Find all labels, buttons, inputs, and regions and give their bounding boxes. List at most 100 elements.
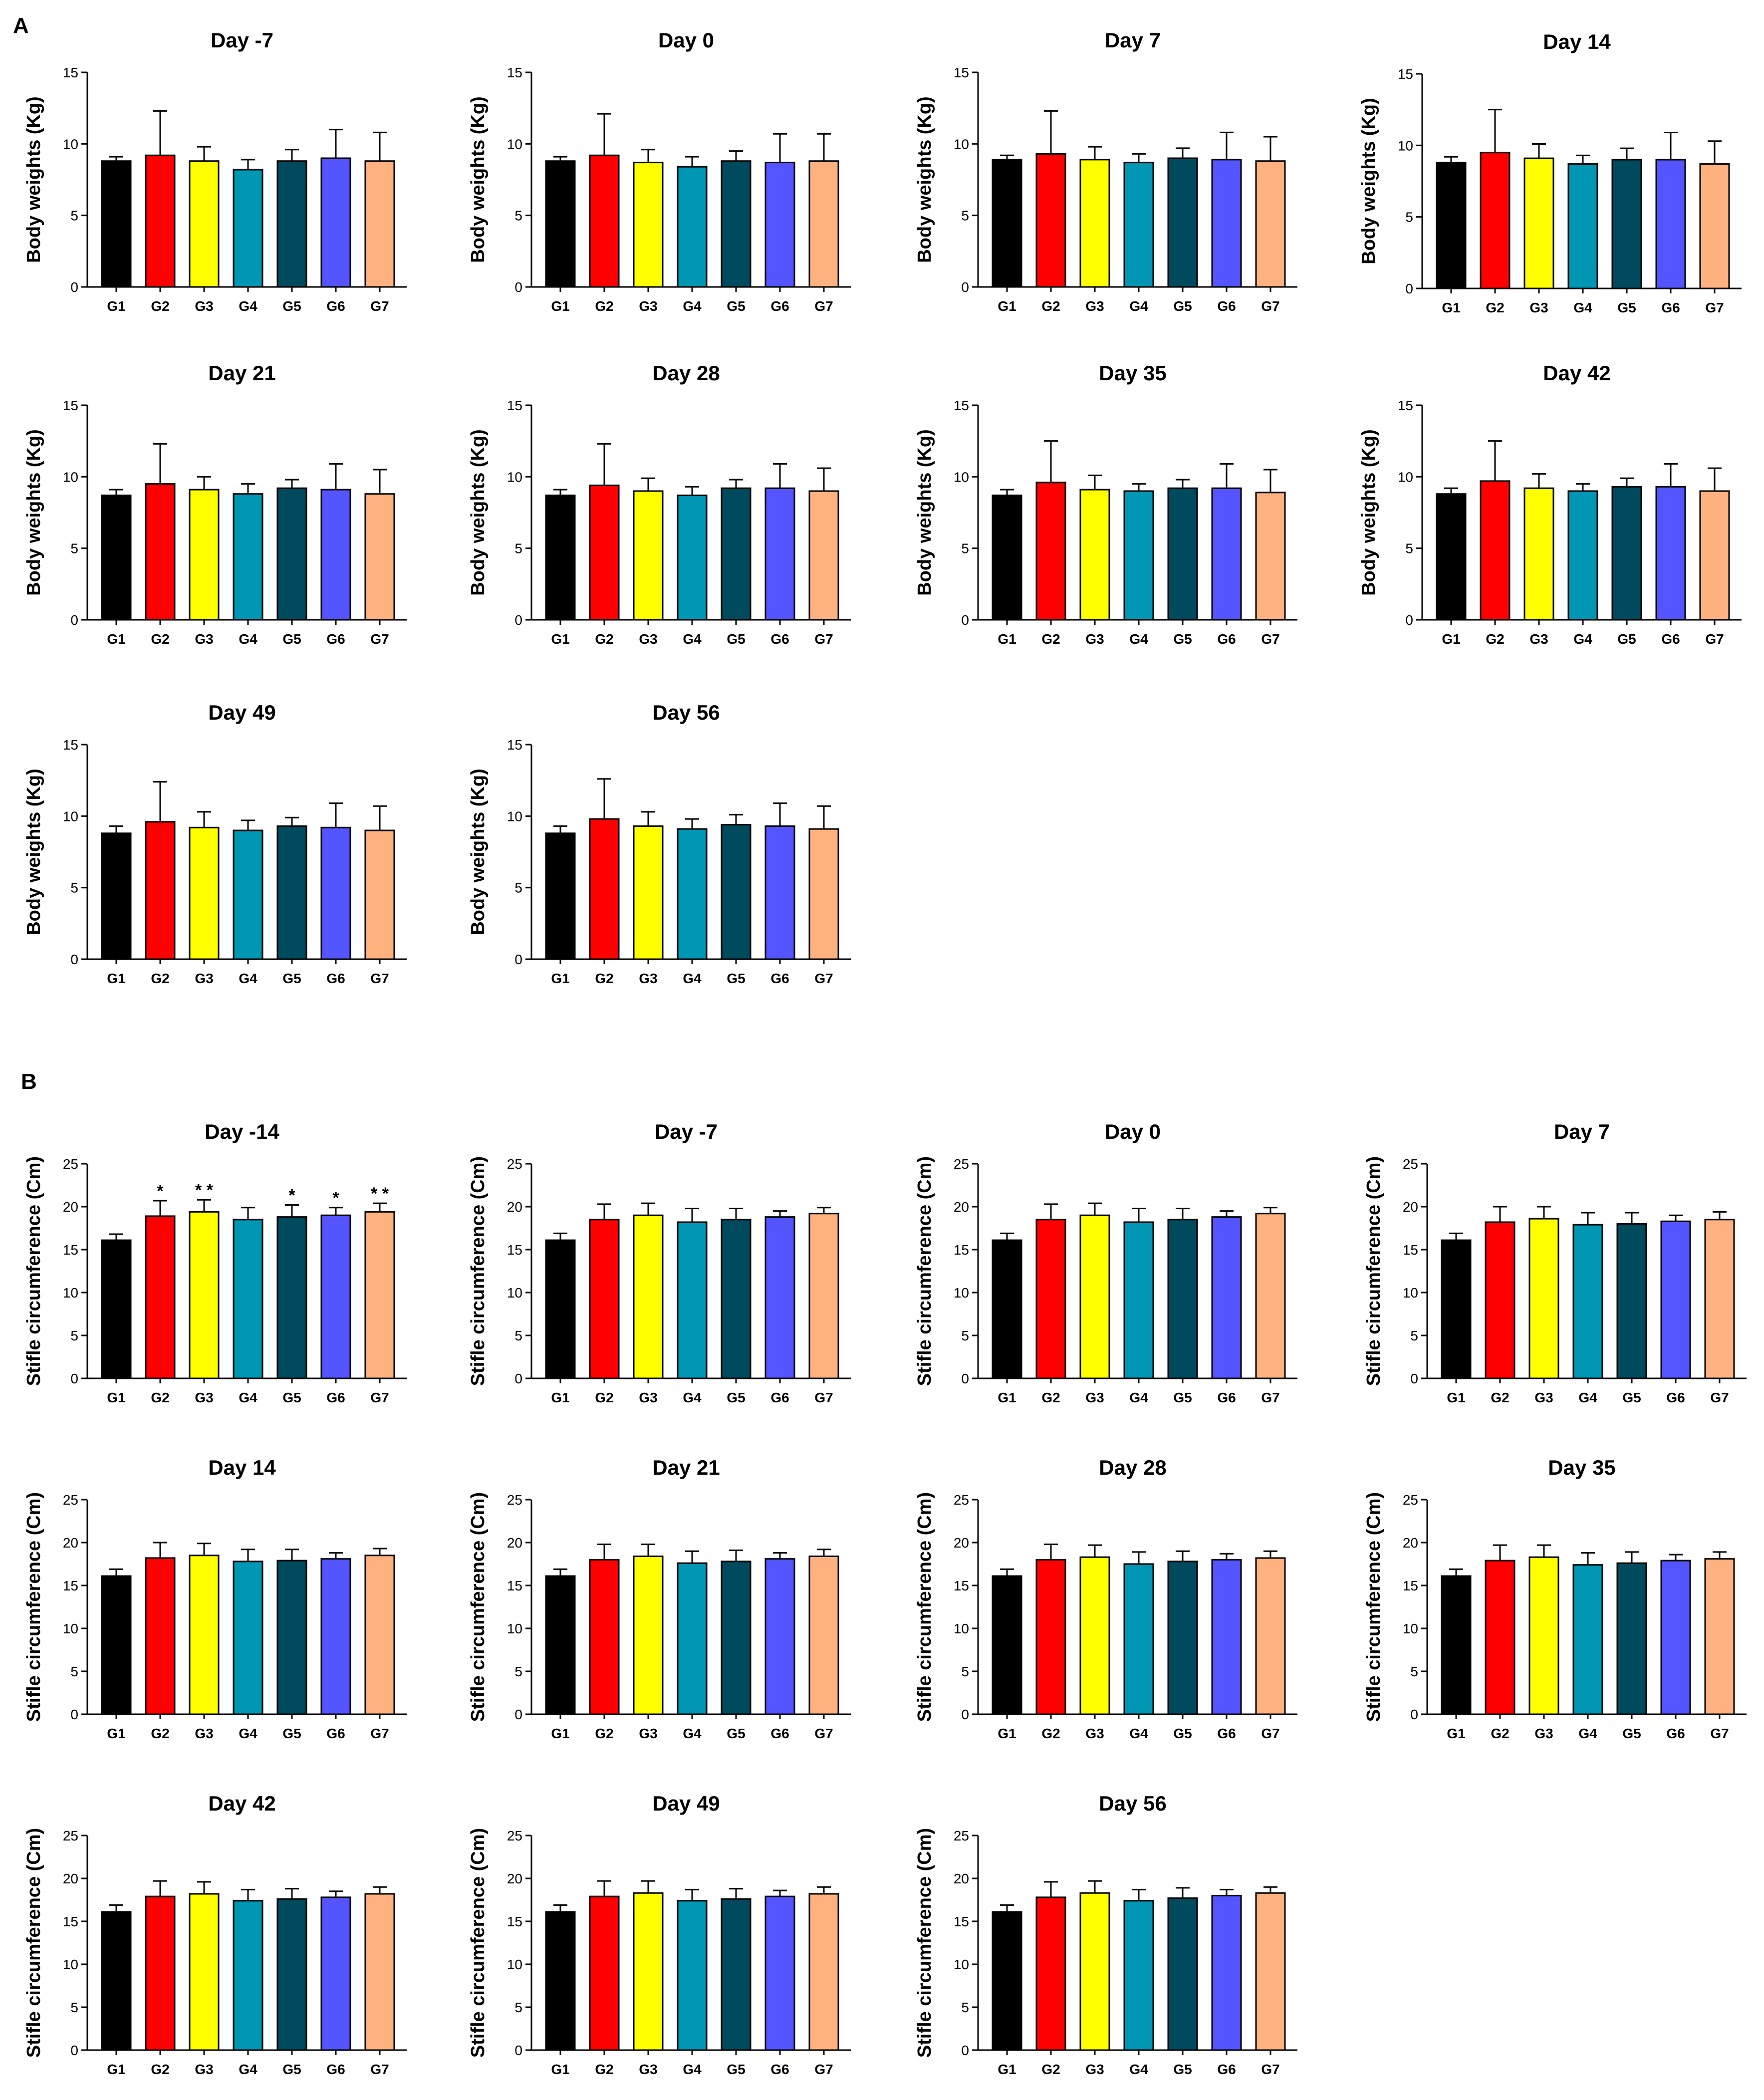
x-tick-label: G3 [639, 971, 657, 986]
bar-g6 [1211, 487, 1242, 621]
y-tick-label: 0 [961, 2043, 969, 2058]
x-tick-label: G3 [639, 631, 657, 647]
y-tick-label: 20 [507, 1871, 522, 1886]
x-tick-label: G4 [1573, 631, 1592, 647]
x-tick-label: G6 [326, 298, 345, 314]
bar-g1 [992, 1239, 1022, 1379]
x-tick-label: G7 [1710, 1390, 1729, 1405]
bar-g2 [1035, 1219, 1066, 1379]
x-tick-label: G4 [1129, 631, 1148, 647]
y-tick-label: 10 [1403, 1621, 1418, 1636]
bar-g1 [101, 1575, 132, 1715]
bar-g5 [721, 1219, 752, 1379]
y-tick-label: 0 [514, 952, 522, 967]
y-tick-label: 5 [514, 880, 522, 896]
x-tick-label: G5 [282, 971, 301, 986]
bar-g6 [1655, 159, 1686, 289]
y-tick-label: 20 [1403, 1535, 1418, 1551]
bar-g7 [808, 160, 839, 288]
y-tick-label: 15 [1398, 66, 1413, 82]
y-axis-label: Body weights (Kg) [468, 769, 489, 935]
bar-g4 [1123, 1221, 1154, 1379]
y-tick-label: 10 [507, 1957, 522, 1972]
y-tick-label: 5 [514, 541, 522, 556]
y-tick-label: 10 [954, 1621, 969, 1636]
bar-g5 [1167, 157, 1198, 288]
bar-g6 [764, 825, 795, 960]
y-tick-label: 15 [507, 1242, 522, 1258]
bar-g6 [1660, 1560, 1691, 1715]
x-tick-label: G6 [326, 631, 345, 647]
x-tick-label: G3 [1085, 2062, 1104, 2077]
x-tick-label: G6 [1217, 631, 1236, 647]
chart-title: Day 7 [1554, 1120, 1610, 1143]
x-tick-label: G4 [239, 1390, 257, 1405]
bar-g4 [677, 166, 708, 288]
bar-g1 [545, 160, 576, 288]
bar-g1 [545, 495, 576, 621]
y-tick-label: 0 [514, 612, 522, 628]
chart-1: Day 0 Body weights (Kg) 0 5 10 15 G1 G2 G3 G4 G5 G6… [468, 28, 851, 314]
y-tick-label: 15 [63, 737, 78, 753]
x-tick-label: G3 [195, 631, 213, 647]
bar-g2 [1480, 480, 1511, 621]
y-tick-label: 5 [514, 1328, 522, 1343]
x-tick-label: G4 [683, 1390, 702, 1405]
x-tick-label: G7 [370, 2062, 389, 2077]
bar-g6 [1211, 1216, 1242, 1379]
bar-g3 [189, 826, 220, 960]
y-axis-label: Stifle circumference (Cm) [1363, 1492, 1384, 1722]
y-tick-label: 0 [514, 2043, 522, 2058]
bar-g7 [808, 1556, 839, 1715]
significance-marker: * [288, 1186, 295, 1205]
x-tick-label: G6 [770, 631, 789, 647]
bar-g3 [189, 489, 220, 621]
x-tick-label: G2 [595, 298, 613, 314]
bar-g2 [589, 1219, 620, 1379]
y-axis-label: Stifle circumference (Cm) [914, 1156, 935, 1386]
y-tick-label: 5 [961, 1328, 969, 1343]
y-tick-label: 5 [961, 208, 969, 224]
y-tick-label: 20 [954, 1535, 969, 1551]
y-tick-label: 0 [1405, 612, 1413, 628]
x-tick-label: G1 [107, 2062, 125, 2077]
chart-title: Day -14 [205, 1120, 279, 1143]
x-tick-label: G6 [1217, 298, 1236, 314]
panel-label-b: B [21, 1069, 37, 1094]
y-tick-label: 15 [954, 1578, 969, 1593]
chart-title: Day 7 [1105, 28, 1161, 52]
y-tick-label: 15 [507, 398, 522, 413]
x-tick-label: G1 [998, 1390, 1016, 1405]
x-tick-label: G2 [1041, 1726, 1060, 1741]
chart-11: Day -7 Stifle circumference (Cm) 0 5 10 15 20 2… [468, 1120, 851, 1405]
x-tick-label: G3 [195, 298, 213, 314]
bar-g4 [233, 1900, 263, 2051]
x-tick-label: G7 [814, 1726, 833, 1741]
bar-g6 [320, 1558, 351, 1715]
chart-title: Day 56 [652, 701, 720, 724]
bar-g3 [189, 160, 220, 288]
y-tick-label: 25 [1403, 1492, 1418, 1508]
bar-g6 [320, 157, 351, 288]
bar-g5 [721, 487, 752, 621]
x-tick-label: G2 [1041, 1390, 1060, 1405]
chart-title: Day 56 [1099, 1792, 1166, 1815]
x-tick-label: G5 [727, 1726, 745, 1741]
bar-g7 [808, 1893, 839, 2051]
y-tick-label: 10 [63, 136, 78, 152]
x-tick-label: G5 [727, 971, 745, 986]
x-tick-label: G4 [683, 971, 702, 986]
x-tick-label: G5 [282, 631, 301, 647]
chart-title: Day -7 [655, 1120, 718, 1143]
bar-g6 [764, 487, 795, 621]
y-tick-label: 15 [1403, 1578, 1418, 1593]
x-tick-label: G7 [1261, 1390, 1279, 1405]
y-axis-label: Body weights (Kg) [1358, 429, 1379, 596]
bar-g3 [1523, 487, 1554, 621]
chart-title: Day 21 [652, 1456, 720, 1479]
bar-g3 [633, 490, 664, 621]
y-tick-label: 25 [63, 1156, 78, 1172]
chart-10: Day -14 Stifle circumference (Cm) 0 5 10 15 20… [23, 1120, 407, 1405]
bar-g3 [189, 1555, 220, 1715]
bar-g7 [1699, 490, 1730, 621]
